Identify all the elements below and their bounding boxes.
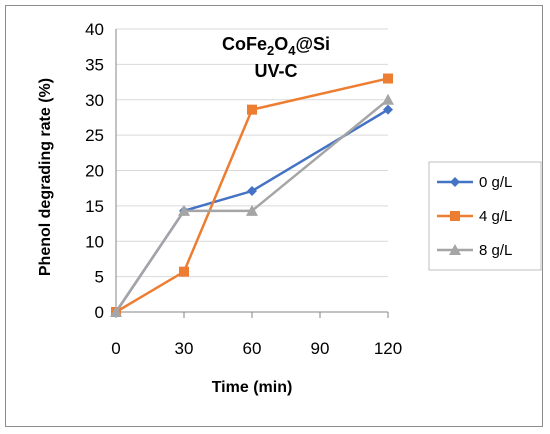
series-line (114, 98, 389, 313)
y-tick-label: 20 (85, 162, 104, 181)
y-tick-label: 10 (85, 232, 104, 251)
x-tick-label: 0 (111, 339, 120, 358)
y-tick-label: 35 (85, 55, 104, 74)
x-tick-label: 60 (243, 339, 262, 358)
series-line (115, 77, 389, 314)
data-point (247, 104, 257, 115)
chart-title: CoFe2O4@Si (222, 34, 330, 58)
y-tick-label: 15 (85, 197, 104, 216)
y-tick-label: 0 (95, 303, 104, 322)
line-chart: 0 5 10 15 20 25 30 35 40 0 30 60 90 120 CoFe2O4@Si UV… (37, 20, 542, 396)
y-tick-label: 5 (95, 268, 104, 287)
legend-entry: 0 g/L (437, 174, 512, 191)
legend-marker (449, 244, 461, 255)
y-axis-title: Phenol degrading rate (%) (37, 78, 54, 276)
series-2 (110, 93, 394, 317)
tick-labels: 0 5 10 15 20 25 30 35 40 0 30 60 90 120 (85, 20, 402, 358)
y-tick-label: 40 (85, 20, 104, 39)
x-tick-label: 120 (374, 339, 402, 358)
x-axis-title: Time (min) (212, 379, 293, 396)
data-point (247, 186, 257, 197)
data-point (110, 306, 122, 317)
legend-label: 0 g/L (479, 174, 512, 191)
data-point (383, 104, 393, 115)
x-tick-label: 30 (175, 339, 194, 358)
x-tick-label: 90 (311, 339, 330, 358)
chart-frame: 0 5 10 15 20 25 30 35 40 0 30 60 90 120 CoFe2O4@Si UV… (5, 5, 543, 427)
legend-marker (450, 177, 460, 187)
data-point (246, 204, 258, 216)
axes (115, 29, 389, 318)
legend-label: 4 g/L (479, 208, 512, 225)
data-point (383, 73, 393, 84)
legend-label: 8 g/L (479, 242, 512, 259)
series-lines (110, 73, 394, 317)
legend-marker (450, 211, 460, 221)
legend: 0 g/L 4 g/L 8 g/L (437, 174, 512, 259)
data-point (382, 93, 394, 105)
y-gridlines (116, 28, 388, 278)
legend-entry: 4 g/L (437, 208, 512, 225)
y-tick-label: 25 (85, 126, 104, 145)
y-tick-label: 30 (85, 91, 104, 110)
legend-entry: 8 g/L (437, 242, 512, 259)
data-point (178, 204, 190, 216)
chart-subtitle: UV-C (254, 61, 297, 81)
data-point (179, 266, 189, 277)
